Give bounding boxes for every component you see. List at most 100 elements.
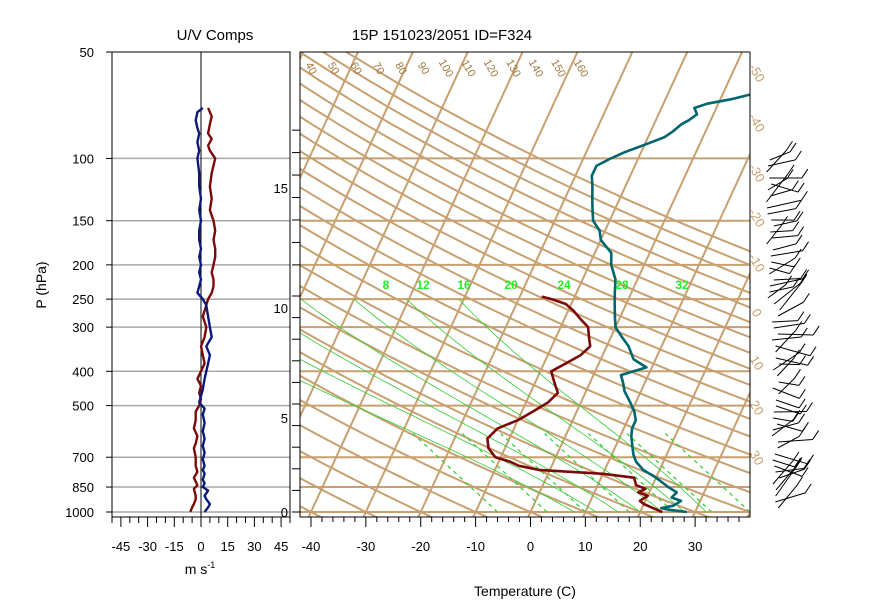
wind-barb-flag <box>795 458 802 469</box>
wind-barb <box>772 459 795 468</box>
wind-barb <box>771 261 795 268</box>
wind-barb-flag <box>812 325 820 336</box>
wind-barb <box>777 436 800 449</box>
wind-barb-flag <box>794 150 802 161</box>
right-panel-title: 15P 151023/2051 ID=F324 <box>352 27 532 44</box>
wind-tick-label: -15 <box>165 539 184 554</box>
wind-barb-flag <box>791 180 799 190</box>
wind-barb-flag <box>797 226 805 236</box>
wind-barb-flag <box>806 402 813 412</box>
wind-barb <box>776 358 794 377</box>
isotherm-label: -50 <box>746 61 768 85</box>
u-component-line <box>189 107 217 513</box>
dry-adiabat <box>300 284 750 494</box>
wind-barb <box>766 199 802 209</box>
wind-barb <box>772 387 800 399</box>
wind-barb-flag <box>803 459 811 469</box>
height-tick-label: 10 <box>274 301 288 316</box>
moist-adiabat <box>458 298 707 513</box>
wind-barb <box>772 460 794 485</box>
wind-barb-flag <box>794 248 802 259</box>
mixing-ratio-line <box>500 433 586 513</box>
isotherm-line <box>300 52 469 419</box>
wind-barb-flag <box>795 457 803 467</box>
isotherm-line <box>746 509 750 517</box>
isotherm-label: 0 <box>749 306 766 320</box>
theta-label: 130 <box>503 58 523 80</box>
uv-series-group <box>189 107 217 513</box>
wind-barb <box>767 159 796 167</box>
dry-adiabat <box>300 167 750 387</box>
wind-barb <box>775 357 808 366</box>
theta-label: 80 <box>392 60 409 77</box>
wind-barb-flag <box>799 404 807 415</box>
wind-barb-flag <box>798 376 806 386</box>
wind-barb <box>767 177 788 191</box>
wind-barb <box>769 151 791 161</box>
wind-barb-flag <box>795 199 803 209</box>
wind-barb <box>772 336 802 341</box>
dry-adiabat <box>300 132 750 354</box>
wind-barb <box>769 257 796 275</box>
mixing-ratio-label: 20 <box>504 278 518 292</box>
wind-barb-flag <box>800 273 807 284</box>
pressure-tick-label: 1000 <box>65 505 94 520</box>
pressure-tick-label: 850 <box>72 480 94 495</box>
wind-barb <box>775 345 811 357</box>
wind-tick-label: 45 <box>274 539 288 554</box>
theta-label: 120 <box>481 58 501 80</box>
wind-barb-flag <box>781 216 788 226</box>
wind-barb <box>774 465 803 477</box>
wind-barb <box>777 333 814 336</box>
isotherm-line <box>581 151 750 517</box>
dry-adiabat <box>300 98 750 324</box>
theta-label: 160 <box>571 58 591 80</box>
wind-barb-flag <box>796 211 804 222</box>
pressure-tick-labels: 50 100 150 200 250 300 400 500 700 850 1000 <box>65 45 112 520</box>
wind-barb-column <box>766 140 820 509</box>
wind-barb-flag <box>804 483 812 494</box>
wind-barb-flag <box>802 241 809 252</box>
height-tick-label: 0 <box>281 505 288 520</box>
skewt-background-lines <box>33 36 750 520</box>
wind-barb <box>776 423 803 432</box>
isotherm-label: -40 <box>746 111 768 135</box>
wind-barb <box>766 149 787 173</box>
wind-barb-flag <box>793 410 801 420</box>
wind-barb <box>772 243 797 251</box>
v-component-line <box>194 107 213 513</box>
mixing-ratio-line <box>588 433 674 513</box>
dry-adiabat <box>300 398 545 517</box>
wind-barb-flag <box>800 190 808 201</box>
wind-barb-flag <box>793 349 800 360</box>
wind-barb <box>773 282 801 305</box>
left-x-axis-unit: m s <box>185 561 208 577</box>
wind-barb-flag <box>801 168 809 179</box>
dry-adiabat <box>300 149 750 370</box>
left-x-axis-label: m s-1 <box>185 560 216 577</box>
theta-label: 40 <box>302 60 319 77</box>
wind-barb <box>774 453 808 465</box>
wind-barb <box>770 250 803 257</box>
pressure-tick-label: 400 <box>72 364 94 379</box>
isotherm-line <box>33 36 255 520</box>
wind-barb <box>775 467 804 473</box>
temperature-tick-label: -20 <box>411 539 430 554</box>
height-tick-label: 15 <box>274 181 288 196</box>
wind-barb-flag <box>794 369 801 379</box>
dry-adiabat <box>300 450 434 517</box>
wind-barb-flag <box>801 467 809 477</box>
pressure-tick-label: 50 <box>80 45 94 60</box>
isotherm-line <box>362 52 579 517</box>
wind-barb <box>777 301 804 317</box>
wind-tick-labels: -45 -30 -15 0 15 30 45 <box>111 517 291 554</box>
right-x-axis-label: Temperature (C) <box>474 583 576 599</box>
left-panel-title: U/V Comps <box>177 27 254 44</box>
height-km-ticks: 0 5 10 15 <box>274 129 300 520</box>
wind-barb-flag <box>800 269 808 279</box>
wind-barb <box>770 230 793 233</box>
wind-barb <box>772 352 800 371</box>
wind-barb-flag <box>809 346 817 357</box>
wind-barb <box>773 220 798 227</box>
